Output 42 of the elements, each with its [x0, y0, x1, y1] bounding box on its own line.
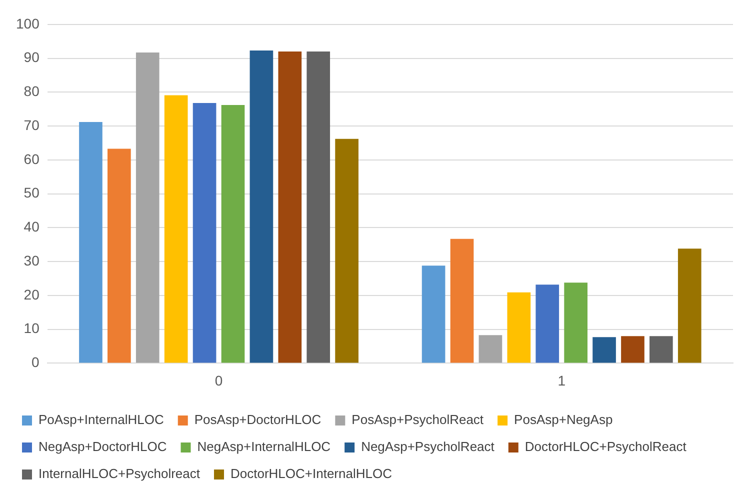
bar: [678, 248, 702, 363]
bar: [192, 103, 216, 363]
y-tick-label: 20: [24, 286, 40, 302]
bar: [422, 266, 446, 363]
legend-label: NegAsp+DoctorHLOC: [38, 439, 167, 454]
bar: [536, 284, 560, 363]
bar: [250, 50, 274, 363]
bar: [450, 238, 474, 363]
bar: [650, 336, 673, 363]
y-tick-label: 0: [32, 354, 40, 370]
legend-label: DoctorHLOC+InternalHLOC: [230, 466, 392, 482]
bar: [221, 105, 245, 363]
bar: [136, 52, 160, 363]
legend-label: NegAsp+InternalHLOC: [197, 439, 331, 454]
legend-label: PosAsp+DoctorHLOC: [194, 412, 322, 428]
y-tick-label: 30: [24, 252, 40, 268]
y-tick-label: 60: [24, 150, 40, 167]
bar: [507, 292, 531, 363]
y-tick-label: 40: [24, 218, 40, 235]
legend-label: DoctorHLOC+PsycholReact: [524, 439, 687, 454]
legend-label: PosAsp+NegAsp: [514, 412, 613, 428]
bar: [478, 335, 502, 363]
legend-label: PosAsp+PsycholReact: [352, 412, 484, 428]
y-tick-label: 100: [16, 15, 40, 32]
x-tick-label: 1: [558, 372, 566, 388]
bar: [79, 122, 102, 363]
legend-label: NegAsp+PsycholReact: [361, 439, 495, 454]
y-tick-label: 70: [24, 116, 40, 133]
y-tick-label: 90: [24, 49, 40, 66]
bar: [621, 336, 644, 363]
bar: [306, 52, 330, 363]
y-tick-label: 80: [24, 83, 40, 100]
bar: [164, 95, 188, 363]
bar: [108, 148, 131, 363]
y-tick-label: 10: [24, 320, 40, 336]
bar: [335, 138, 358, 363]
legend-label: InternalHLOC+Psycholreact: [38, 466, 200, 482]
legend-label: PoAsp+InternalHLOC: [38, 412, 164, 428]
bar: [564, 282, 588, 363]
bar: [592, 337, 616, 363]
y-tick-label: 50: [24, 184, 40, 201]
bar: [278, 52, 302, 363]
